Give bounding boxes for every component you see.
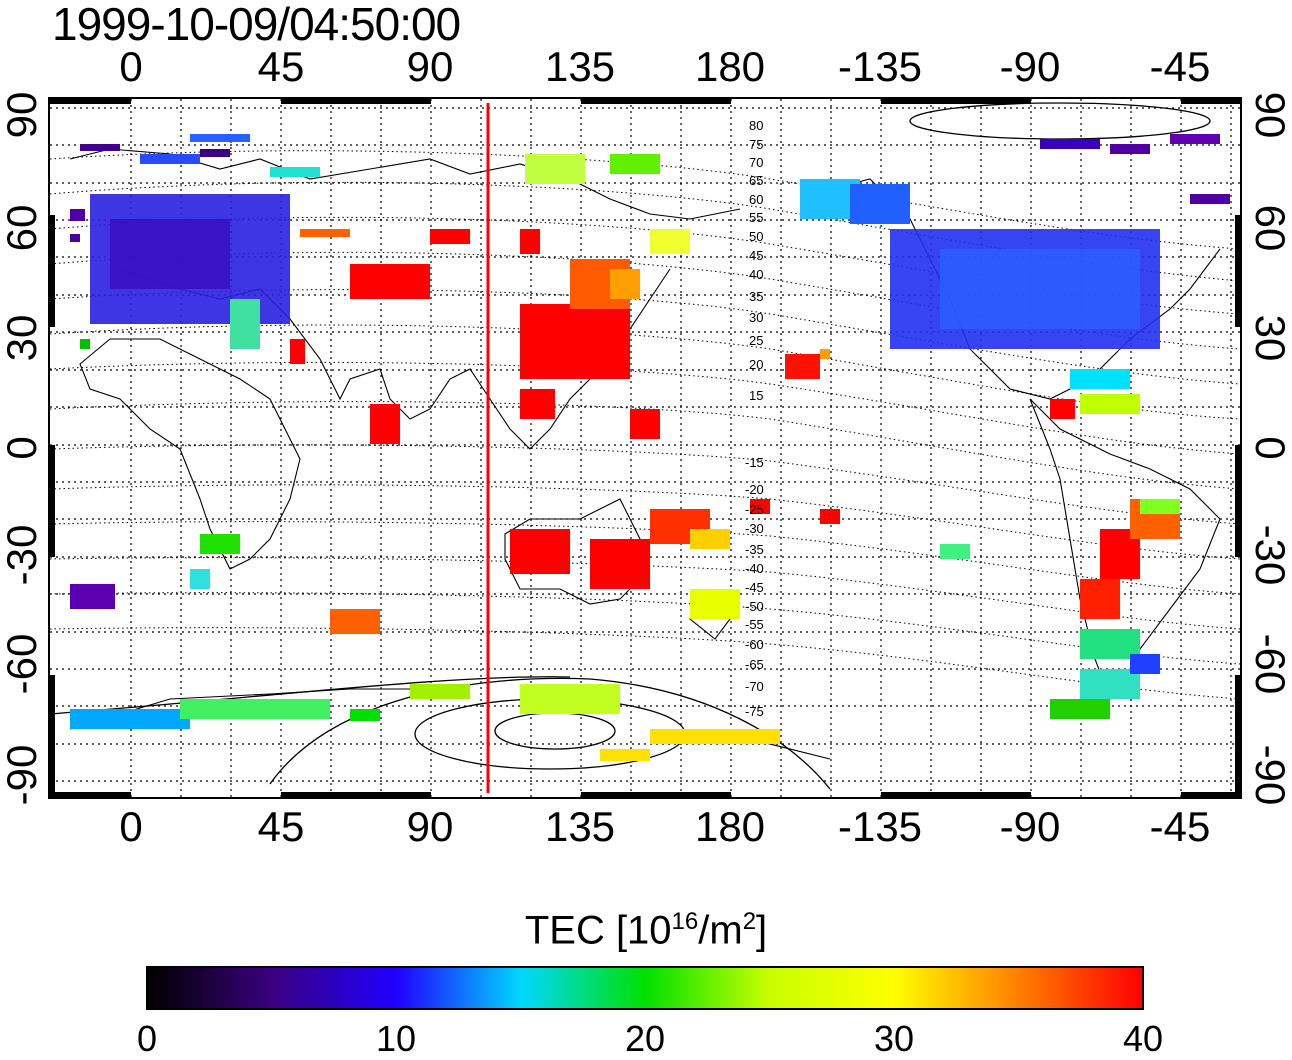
left-lat-tick: 90 xyxy=(0,91,45,139)
bottom-lon-tick: 135 xyxy=(544,803,616,850)
colorbar xyxy=(146,966,1144,1010)
contour-label-m40: -40 xyxy=(745,561,764,576)
contour-label-m70: -70 xyxy=(745,679,764,694)
contour-label-55: 55 xyxy=(749,210,763,225)
colorbar-title-exponent: 16 xyxy=(671,908,699,935)
top-lon-tick: -90 xyxy=(999,43,1061,90)
tec-map: 80 75 70 65 60 55 50 45 40 35 30 25 20 1… xyxy=(50,99,1240,797)
colorbar-title: TEC [1016/m2] xyxy=(0,908,1292,953)
bottom-lon-tick: 90 xyxy=(406,803,454,850)
right-lat-tick: 30 xyxy=(1247,314,1292,362)
top-lon-tick: 180 xyxy=(694,43,766,90)
contour-label-m45: -45 xyxy=(745,580,764,595)
contour-label-65: 65 xyxy=(749,173,763,188)
contour-label-25: 25 xyxy=(749,333,763,348)
bottom-lon-tick: -135 xyxy=(837,803,923,850)
top-lon-tick: 90 xyxy=(406,43,454,90)
right-lat-tick: -90 xyxy=(1247,744,1292,806)
contour-label-m65: -65 xyxy=(745,657,764,672)
top-lon-tick: 0 xyxy=(119,43,143,90)
contour-label-m50: -50 xyxy=(745,599,764,614)
tec-patches xyxy=(70,134,1230,761)
left-lat-tick: 0 xyxy=(0,436,45,460)
top-lon-tick: -135 xyxy=(837,43,923,90)
colorbar-title-exponent2: 2 xyxy=(742,908,757,935)
magnetic-latitude-contours xyxy=(50,150,1240,700)
contour-label-15: 15 xyxy=(749,388,763,403)
colorbar-title-unit: /m xyxy=(698,908,743,953)
right-lat-tick: 0 xyxy=(1247,436,1292,460)
contour-label-m25: -25 xyxy=(745,502,764,517)
contour-label-m60: -60 xyxy=(745,637,764,652)
colorbar-tick: 40 xyxy=(1122,1018,1164,1059)
left-lat-tick: -90 xyxy=(0,744,45,806)
bottom-lon-tick: -90 xyxy=(999,803,1061,850)
top-lon-tick: 135 xyxy=(544,43,616,90)
contour-label-60: 60 xyxy=(749,192,763,207)
left-lat-tick: 60 xyxy=(0,204,45,252)
bottom-lon-tick: 180 xyxy=(694,803,766,850)
contour-label-45: 45 xyxy=(749,248,763,263)
colorbar-title-text: TEC [10 xyxy=(524,908,672,953)
contour-label-m75: -75 xyxy=(745,704,764,719)
colorbar-tick: 10 xyxy=(375,1018,417,1059)
right-lat-tick: -60 xyxy=(1247,633,1292,695)
left-lat-tick: 30 xyxy=(0,314,45,362)
graticule xyxy=(50,99,1240,797)
frame-tick-bars xyxy=(50,99,1240,797)
timestamp: 1999-10-09/04:50:00 xyxy=(52,0,461,50)
left-lat-tick: -60 xyxy=(0,633,45,695)
right-lat-tick: 90 xyxy=(1247,91,1292,139)
top-lon-tick: 45 xyxy=(257,43,305,90)
contour-label-m30: -30 xyxy=(745,521,764,536)
contour-label-70: 70 xyxy=(749,155,763,170)
right-lat-tick: 60 xyxy=(1247,204,1292,252)
colorbar-tick: 20 xyxy=(624,1018,666,1059)
contour-label-20: 20 xyxy=(749,357,763,372)
colorbar-title-end: ] xyxy=(756,908,768,953)
contour-label-40: 40 xyxy=(749,267,763,282)
contour-label-80: 80 xyxy=(749,118,763,133)
left-lat-tick: -30 xyxy=(0,524,45,586)
colorbar-tick: 30 xyxy=(873,1018,915,1059)
bottom-lon-tick: 45 xyxy=(257,803,305,850)
contour-label-m35: -35 xyxy=(745,542,764,557)
contour-label-50: 50 xyxy=(749,229,763,244)
contour-label-m15: -15 xyxy=(745,455,764,470)
bottom-lon-tick: -45 xyxy=(1149,803,1211,850)
bottom-lon-tick: 0 xyxy=(119,803,143,850)
map-frame: 80 75 70 65 60 55 50 45 40 35 30 25 20 1… xyxy=(48,97,1242,799)
colorbar-tick: 0 xyxy=(136,1018,158,1059)
top-lon-tick: -45 xyxy=(1149,43,1211,90)
contour-label-75: 75 xyxy=(749,137,763,152)
contour-label-m20: -20 xyxy=(745,482,764,497)
contour-label-35: 35 xyxy=(749,289,763,304)
contour-label-m55: -55 xyxy=(745,617,764,632)
contour-label-30: 30 xyxy=(749,310,763,325)
right-lat-tick: -30 xyxy=(1247,524,1292,586)
contour-labels: 80 75 70 65 60 55 50 45 40 35 30 25 20 1… xyxy=(745,118,764,719)
